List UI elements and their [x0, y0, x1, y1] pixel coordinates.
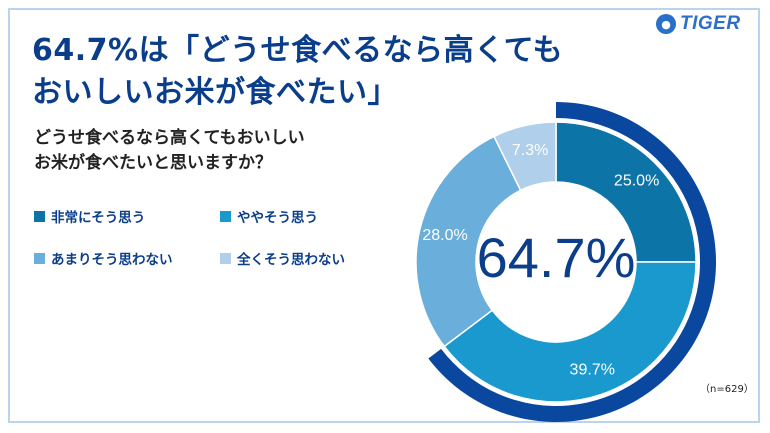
legend-item: 全くそう思わない [220, 248, 345, 268]
slice-data-label: 28.0% [422, 227, 467, 244]
slice-data-label: 39.7% [570, 361, 615, 378]
tiger-logo: ● TIGER [656, 12, 756, 36]
slice-data-label: 7.3% [512, 142, 548, 159]
legend-swatch [220, 252, 231, 264]
donut-chart: 25.0% 39.7% 28.0% 7.3% 64.7% [415, 102, 716, 422]
question-line-1: どうせ食べるなら高くてもおいしい [34, 128, 305, 148]
donut-slice [415, 135, 522, 348]
slice-data-label: 25.0% [614, 173, 659, 190]
donut-slice [555, 121, 697, 263]
title-line-1: 64.7%は「どうせ食べるなら高くても [32, 33, 564, 68]
legend-item: あまりそう思わない [34, 248, 173, 268]
legend-swatch [34, 252, 45, 264]
logo-text: TIGER [680, 13, 741, 34]
tiger-face-icon: ● [656, 14, 676, 34]
legend-label: 非常にそう思う [51, 210, 146, 226]
legend-item: 非常にそう思う [34, 206, 145, 226]
title-line-2: おいしいお米が食べたい」 [32, 75, 398, 110]
center-label: 64.7% [477, 226, 636, 289]
legend-item: ややそう思う [220, 206, 318, 226]
legend-label: あまりそう思わない [51, 252, 173, 268]
question-line-2: お米が食べたいと思いますか？ [34, 153, 272, 173]
legend-label: ややそう思う [237, 210, 318, 226]
donut-slice [493, 121, 557, 192]
page-title: 64.7%は「どうせ食べるなら高くても おいしいお米が食べたい」 [32, 30, 592, 114]
sample-size-note: （n=629） [700, 384, 754, 395]
survey-question: どうせ食べるなら高くてもおいしい お米が食べたいと思いますか？ [34, 126, 374, 176]
legend-swatch [220, 210, 231, 222]
chart-legend: 非常にそう思う ややそう思う あまりそう思わない 全くそう思わない [34, 206, 394, 276]
donut-slice [443, 261, 697, 403]
legend-label: 全くそう思わない [237, 252, 345, 268]
legend-swatch [34, 210, 45, 222]
